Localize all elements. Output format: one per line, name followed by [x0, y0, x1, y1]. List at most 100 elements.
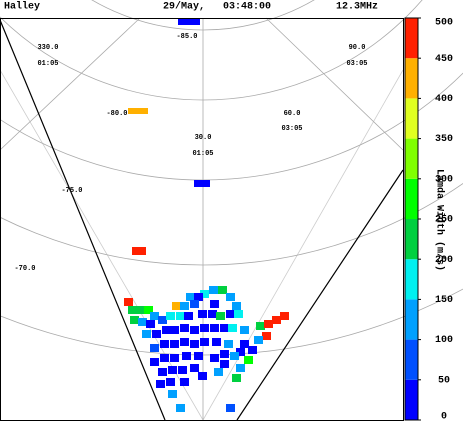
grid-label: 90.0	[349, 44, 366, 52]
radar-cell	[144, 306, 153, 314]
radar-cell	[198, 310, 207, 318]
radar-cell	[190, 300, 199, 308]
radar-cell	[156, 380, 165, 388]
grid-label: 03:05	[346, 60, 367, 68]
radar-cell	[264, 320, 273, 328]
radar-cell	[262, 332, 271, 340]
radar-cell	[236, 364, 245, 372]
radar-cell	[226, 404, 235, 412]
radar-cell	[178, 366, 187, 374]
radar-cell	[216, 312, 225, 320]
radar-cell	[209, 286, 218, 294]
radar-cell	[254, 336, 263, 344]
radar-cell	[234, 310, 243, 318]
radar-cell	[256, 322, 265, 330]
colorbar-tick-label: 50	[438, 375, 450, 386]
grid-label: 30.0	[195, 134, 212, 142]
radar-cell	[146, 320, 155, 328]
radar-cell	[128, 306, 137, 314]
radar-cell	[228, 324, 237, 332]
radar-cell	[142, 330, 151, 338]
radar-cell	[172, 302, 181, 310]
grid-label: 01:05	[192, 150, 213, 158]
radar-cell	[138, 318, 147, 326]
radar-cell	[124, 298, 133, 306]
radar-cell	[150, 344, 159, 352]
colorbar-band	[405, 299, 418, 340]
colorbar-tick-label: 150	[435, 295, 453, 306]
station: Halley	[4, 1, 40, 13]
radar-cell	[128, 108, 148, 114]
colorbar-band	[405, 138, 418, 179]
radar-cell	[210, 354, 219, 362]
colorbar-tick-label: 0	[441, 412, 447, 423]
radar-cell	[240, 326, 249, 334]
radar-cell	[198, 372, 207, 380]
radar-cell	[170, 326, 179, 334]
colorbar-label: Lamda Width (m/s)	[433, 169, 445, 271]
plot-frame	[0, 18, 404, 421]
radar-cell	[212, 338, 221, 346]
radar-cell	[240, 340, 249, 348]
radar-cell	[244, 356, 253, 364]
radar-cell	[176, 404, 185, 412]
radar-cell	[194, 180, 210, 187]
radar-cell	[190, 340, 199, 348]
radar-cell	[232, 374, 241, 382]
radar-cell	[184, 312, 193, 320]
radar-cell	[280, 312, 289, 320]
colorbar-band	[405, 219, 418, 260]
colorbar-band	[405, 58, 418, 99]
radar-cell	[236, 348, 245, 356]
radar-cell	[158, 368, 167, 376]
grid-label: 60.0	[284, 110, 301, 118]
grid-label: 330.0	[37, 44, 58, 52]
radar-cell	[166, 312, 175, 320]
radar-cell	[160, 340, 169, 348]
colorbar-band	[405, 259, 418, 300]
radar-cell	[170, 340, 179, 348]
radar-cell	[130, 316, 139, 324]
colorbar-band	[405, 98, 418, 139]
radar-cell	[166, 378, 175, 386]
radar-cell	[186, 293, 195, 301]
radar-cell	[180, 302, 189, 310]
radar-cell	[150, 358, 159, 366]
radar-cell	[210, 324, 219, 332]
radar-cell	[200, 324, 209, 332]
colorbar-band	[405, 339, 418, 380]
colorbar-tick-label: 200	[435, 255, 453, 266]
radar-cell	[218, 286, 227, 294]
radar-cell	[158, 316, 167, 324]
radar-cell	[132, 247, 146, 255]
colorbar-tick-label: 250	[435, 215, 453, 226]
radar-cell	[200, 290, 209, 298]
radar-cell	[224, 340, 233, 348]
colorbar-tick-label: 400	[435, 94, 453, 105]
radar-cell	[168, 390, 177, 398]
colorbar-tick-label: 300	[435, 174, 453, 185]
radar-cell	[220, 350, 229, 358]
radar-cell	[208, 310, 217, 318]
radar-cell	[180, 378, 189, 386]
radar-cell	[272, 316, 281, 324]
radar-cell	[194, 352, 203, 360]
grid-label: -85.0	[176, 33, 197, 41]
radar-cell	[226, 293, 235, 301]
radar-cell	[214, 368, 223, 376]
radar-cell	[194, 293, 203, 301]
grid-label: -75.0	[61, 187, 82, 195]
colorbar-tick-label: 100	[435, 335, 453, 346]
radar-cell	[176, 312, 185, 320]
radar-cell	[248, 346, 257, 354]
colorbar-tick-label: 450	[435, 54, 453, 65]
grid-label: -70.0	[14, 265, 35, 273]
radar-cell	[230, 352, 239, 360]
fan-boundary	[0, 19, 404, 421]
radar-cell	[162, 326, 171, 334]
frequency: 12.3MHz	[336, 2, 378, 13]
radar-cell	[180, 338, 189, 346]
radar-cell	[178, 19, 200, 25]
